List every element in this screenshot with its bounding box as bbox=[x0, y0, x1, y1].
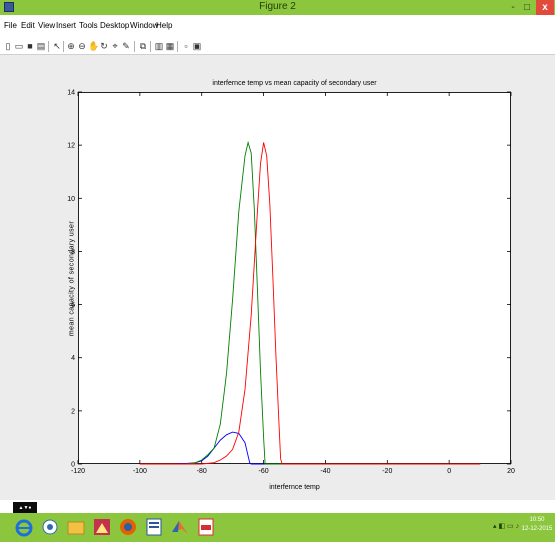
toolbar-separator bbox=[63, 41, 64, 52]
system-tray[interactable]: ▴ ◧ ▭ ♪ bbox=[493, 523, 520, 530]
pdf-icon[interactable] bbox=[196, 516, 216, 538]
x-axis-label: interfernce temp bbox=[269, 484, 320, 491]
y-tick-label: 4 bbox=[71, 355, 75, 362]
show-plot-tools-icon[interactable]: ▣ bbox=[192, 41, 202, 51]
x-tick-label: -100 bbox=[133, 468, 147, 475]
x-tick-label: -60 bbox=[259, 468, 269, 475]
clock-date: 12-12-2015 bbox=[521, 526, 553, 532]
plot-title: interfernce temp vs mean capacity of sec… bbox=[212, 80, 377, 87]
pan-icon[interactable]: ✋ bbox=[88, 41, 100, 51]
taskbar-tooltip: ▲▼● bbox=[13, 502, 37, 514]
menu-bar: File Edit View Insert Tools Desktop Wind… bbox=[0, 15, 555, 39]
clock-time: 10:50 bbox=[529, 517, 545, 523]
rotate-icon[interactable]: ↻ bbox=[100, 41, 108, 51]
x-tick-label: 0 bbox=[447, 468, 451, 475]
ie-icon[interactable] bbox=[14, 516, 34, 538]
close-button[interactable]: x bbox=[536, 0, 554, 15]
y-tick-label: 0 bbox=[71, 462, 75, 469]
brush-icon[interactable]: ✎ bbox=[122, 41, 130, 51]
windows-explorer-icon[interactable] bbox=[40, 516, 60, 538]
x-tick-label: -80 bbox=[197, 468, 207, 475]
series-red-line bbox=[139, 142, 481, 465]
menu-tools[interactable]: Tools bbox=[79, 21, 98, 30]
x-tick-label: 20 bbox=[507, 468, 515, 475]
plot-axes bbox=[78, 92, 511, 464]
hide-plot-tools-icon[interactable]: ▫ bbox=[184, 41, 188, 51]
menu-window[interactable]: Window bbox=[130, 21, 159, 30]
data-cursor-icon[interactable]: ⌖ bbox=[112, 41, 118, 51]
series-green-line bbox=[139, 140, 481, 465]
print-icon[interactable]: ▤ bbox=[36, 41, 46, 51]
y-tick-label: 2 bbox=[71, 408, 75, 415]
window-title: Figure 2 bbox=[259, 1, 296, 12]
menu-help[interactable]: Help bbox=[156, 21, 173, 30]
save-icon[interactable]: ■ bbox=[27, 41, 33, 51]
legend-icon[interactable]: ▦ bbox=[165, 41, 175, 51]
new-figure-icon[interactable]: ▯ bbox=[5, 41, 11, 51]
taskbar bbox=[0, 513, 555, 542]
edit-plot-arrow-icon[interactable]: ↖ bbox=[53, 41, 61, 51]
series-blue-line bbox=[139, 431, 481, 465]
toolbar-separator bbox=[134, 41, 135, 52]
matlab-icon[interactable] bbox=[170, 516, 190, 538]
menu-file[interactable]: File bbox=[4, 21, 17, 30]
firefox-icon[interactable] bbox=[118, 516, 138, 538]
photo-app-icon[interactable] bbox=[92, 516, 112, 538]
word-doc-icon[interactable] bbox=[144, 516, 164, 538]
x-tick-label: -120 bbox=[71, 468, 85, 475]
colorbar-icon[interactable]: ▥ bbox=[154, 41, 164, 51]
y-tick-label: 10 bbox=[67, 196, 75, 203]
clock[interactable]: 10:50 12-12-2015 bbox=[520, 516, 554, 534]
minimize-button[interactable]: - bbox=[511, 2, 515, 13]
x-tick-label: -40 bbox=[320, 468, 330, 475]
y-tick-label: 12 bbox=[67, 143, 75, 150]
x-tick-label: -20 bbox=[382, 468, 392, 475]
zoom-in-icon[interactable]: ⊕ bbox=[67, 41, 75, 51]
matlab-figure-icon bbox=[4, 2, 14, 12]
zoom-out-icon[interactable]: ⊖ bbox=[78, 41, 86, 51]
file-explorer-icon[interactable] bbox=[66, 516, 86, 538]
maximize-button[interactable]: □ bbox=[523, 2, 531, 13]
figure-toolbar: ▯ ▭ ■ ▤ ↖ ⊕ ⊖ ✋ ↻ ⌖ ✎ ⧉ ▥ ▦ ▫ ▣ bbox=[0, 39, 555, 55]
link-icon[interactable]: ⧉ bbox=[139, 41, 147, 51]
y-tick-label: 14 bbox=[67, 90, 75, 97]
title-bar: Figure 2 - □ x bbox=[0, 0, 555, 15]
y-tick-label: 6 bbox=[71, 302, 75, 309]
toolbar-separator bbox=[177, 41, 178, 52]
y-tick-label: 8 bbox=[71, 249, 75, 256]
open-file-icon[interactable]: ▭ bbox=[14, 41, 24, 51]
menu-edit[interactable]: Edit bbox=[21, 21, 35, 30]
menu-insert[interactable]: Insert bbox=[56, 21, 77, 30]
toolbar-separator bbox=[150, 41, 151, 52]
menu-view[interactable]: View bbox=[38, 21, 56, 30]
toolbar-separator bbox=[48, 41, 49, 52]
menu-desktop[interactable]: Desktop bbox=[100, 21, 130, 30]
